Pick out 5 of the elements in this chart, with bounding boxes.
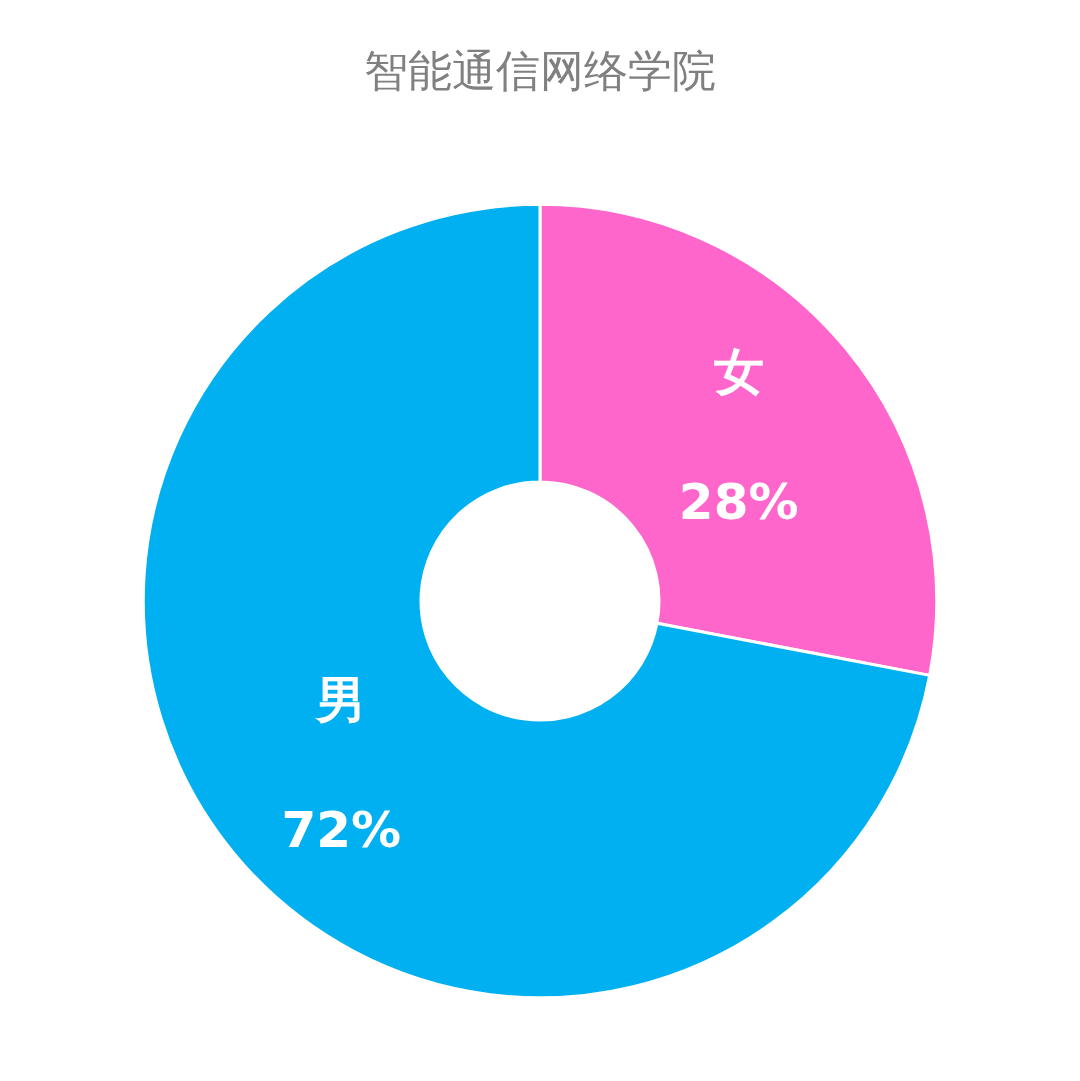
data-label: 72% bbox=[281, 801, 402, 860]
slice-label: 女 bbox=[712, 342, 764, 401]
slice-label: 男 bbox=[314, 671, 367, 730]
data-label: 28% bbox=[678, 472, 799, 531]
chart-title: 智能通信网络学院 bbox=[364, 44, 716, 96]
